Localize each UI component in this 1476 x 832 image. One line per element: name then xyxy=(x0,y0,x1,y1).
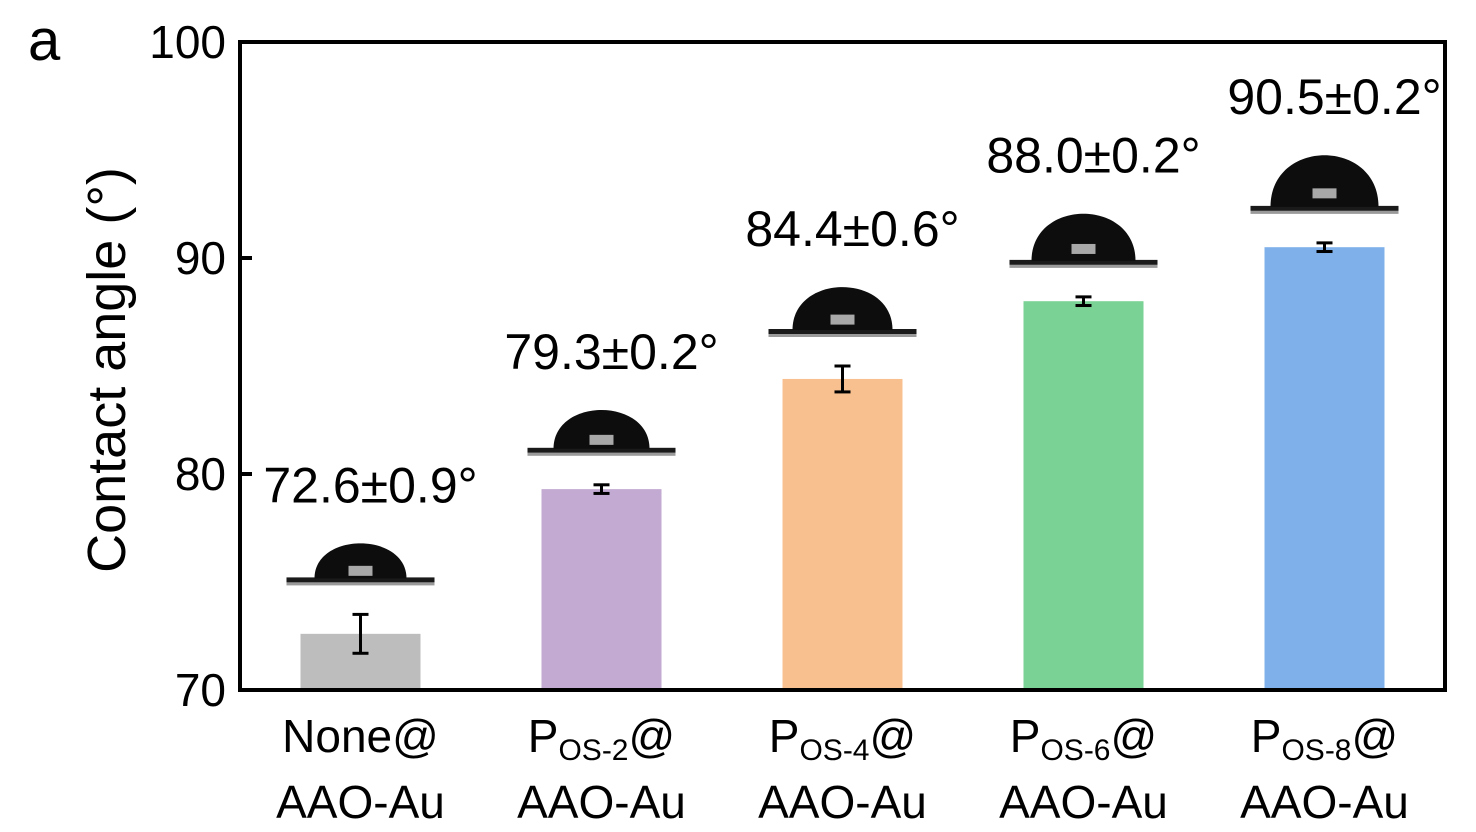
droplet-image xyxy=(1250,155,1399,214)
data-label: 84.4±0.6° xyxy=(745,201,959,257)
x-tick-label: AAO-Au xyxy=(276,776,445,828)
bar xyxy=(541,489,662,690)
x-tick-label: POS-4@ xyxy=(769,710,916,767)
panel-label: a xyxy=(28,8,61,73)
error-bar xyxy=(1316,241,1333,254)
data-label: 79.3±0.2° xyxy=(504,324,718,380)
x-tick-label: None@ xyxy=(282,710,439,762)
x-axis-labels: None@ AAO-Au POS-2@ AAO-Au POS-4@ AAO-Au POS-6… xyxy=(276,710,1409,828)
x-tick-label: POS-6@ xyxy=(1010,710,1157,767)
y-tick-label: 90 xyxy=(175,232,226,284)
bar xyxy=(1023,301,1144,690)
droplet-image xyxy=(768,287,917,337)
x-tick-label: AAO-Au xyxy=(999,776,1168,828)
y-axis-label: Contact angle (°) xyxy=(77,167,137,573)
y-tick-label: 100 xyxy=(149,16,226,68)
error-bar xyxy=(1075,295,1092,308)
bar xyxy=(1264,247,1385,690)
y-tick-label: 70 xyxy=(175,664,226,716)
y-axis: 70 80 90 100 xyxy=(149,16,252,716)
x-tick-label: AAO-Au xyxy=(758,776,927,828)
bar xyxy=(782,378,903,690)
droplet-image xyxy=(286,543,435,586)
y-tick-label: 80 xyxy=(175,448,226,500)
plot-frame xyxy=(238,40,1447,692)
error-bar xyxy=(834,364,851,394)
droplet-insets xyxy=(286,155,1399,586)
x-tick-label: POS-2@ xyxy=(528,710,675,767)
data-labels: 72.6±0.9° 79.3±0.2° 84.4±0.6° 88.0±0.2° 90.5… xyxy=(263,69,1441,514)
droplet-image xyxy=(1009,213,1158,268)
data-label: 90.5±0.2° xyxy=(1227,69,1441,125)
droplet-image xyxy=(527,409,676,456)
error-bar xyxy=(593,483,610,495)
error-bar xyxy=(352,612,369,655)
x-tick-label: AAO-Au xyxy=(1240,776,1409,828)
x-tick-label: AAO-Au xyxy=(517,776,686,828)
data-label: 88.0±0.2° xyxy=(986,128,1200,184)
x-tick-label: POS-8@ xyxy=(1251,710,1398,767)
error-bars xyxy=(352,241,1333,655)
data-label: 72.6±0.9° xyxy=(263,458,477,514)
